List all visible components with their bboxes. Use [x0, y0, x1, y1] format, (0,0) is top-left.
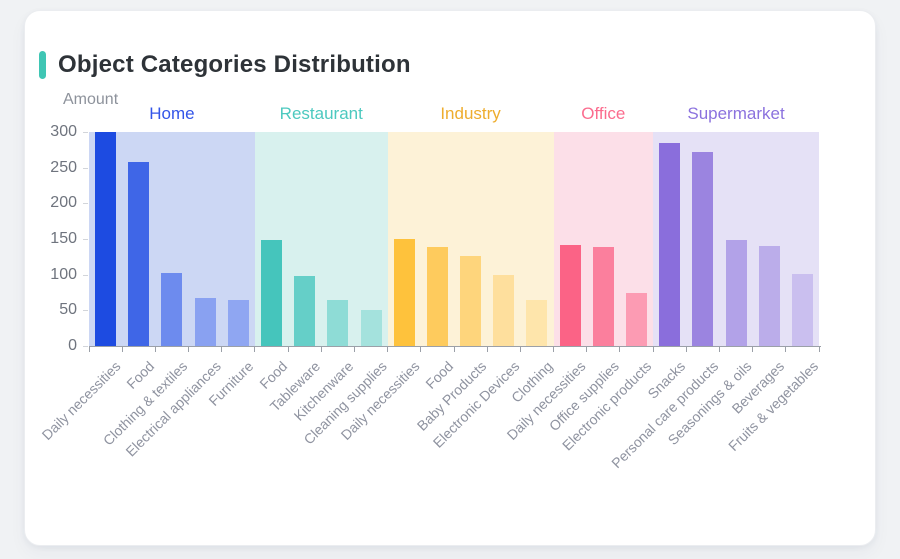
- group-label-home: Home: [149, 104, 195, 123]
- group-band-restaurant: [254, 132, 388, 346]
- x-axis-tick: [752, 346, 754, 352]
- group-band-supermarket: [653, 132, 819, 346]
- bar-chart-plot-area: 300 250 200 150 100 50 0 Daily necessities Food…: [39, 104, 821, 471]
- x-axis-tick: [320, 346, 322, 352]
- x-axis-tick: [287, 346, 289, 352]
- x-axis-tick: [685, 346, 687, 352]
- y-tick-label: 250: [50, 158, 77, 176]
- bar-kitchenware-restaurant: [327, 299, 349, 346]
- bar-beverages-supermarket: [758, 246, 780, 346]
- y-tick-label: 150: [50, 230, 77, 247]
- x-axis-tick: [818, 346, 820, 352]
- bar-tableware-restaurant: [294, 276, 316, 346]
- x-axis-tick: [420, 346, 422, 352]
- bar-daily-necessities-office: [559, 244, 581, 346]
- x-axis-tick: [718, 346, 720, 352]
- y-tick-label: 100: [50, 265, 77, 283]
- bar-clothing-industry: [526, 300, 548, 346]
- x-axis-tick: [652, 346, 654, 352]
- y-axis-tick: [83, 239, 88, 240]
- y-axis-tick: [83, 274, 88, 276]
- x-axis-tick: [785, 346, 787, 352]
- bar-daily-necessities-home: [95, 132, 117, 346]
- x-axis-tick: [387, 346, 389, 352]
- group-band-home: [89, 132, 255, 346]
- y-tick-label: 300: [50, 123, 77, 140]
- group-label-supermarket: Supermarket: [687, 104, 785, 123]
- group-band-office: [553, 132, 654, 346]
- x-axis-tick: [254, 346, 256, 352]
- bar-office-supplies-office: [592, 246, 614, 346]
- y-axis-tick: [83, 132, 88, 133]
- bar-food-restaurant: [260, 240, 282, 346]
- group-label-office: Office: [581, 104, 626, 123]
- x-axis-tick: [619, 346, 621, 352]
- x-axis-tick: [188, 346, 190, 352]
- y-tick-label: 0: [68, 337, 77, 354]
- x-axis-tick: [486, 346, 488, 352]
- chart-card: Object Categories Distribution Amount 30…: [24, 10, 876, 546]
- bar-snacks-supermarket: [659, 142, 681, 346]
- x-axis-tick: [88, 346, 90, 352]
- x-axis-tick: [553, 346, 555, 352]
- bar-electronic-devices-industry: [493, 275, 515, 346]
- bar-seasonings-oils-supermarket: [725, 240, 747, 346]
- y-tick-label: 50: [59, 301, 77, 319]
- x-axis-tick: [586, 346, 588, 352]
- y-axis-title: Amount: [63, 91, 119, 108]
- x-axis-tick: [353, 346, 355, 352]
- group-band-industry: [387, 132, 554, 346]
- bar-electrical-appliances-home: [194, 297, 216, 346]
- y-axis-tick: [83, 203, 88, 205]
- bar-electronic-products-office: [625, 292, 647, 346]
- x-axis-tick: [519, 346, 521, 352]
- y-axis-tick: [83, 310, 88, 312]
- x-axis-tick: [154, 346, 156, 352]
- group-label-restaurant: Restaurant: [279, 104, 363, 123]
- x-axis-line: [89, 346, 821, 347]
- bar-furniture-home: [227, 300, 249, 346]
- bar-personal-care-products-supermarket: [692, 151, 714, 346]
- x-axis-tick: [121, 346, 123, 352]
- x-axis-tick: [453, 346, 455, 352]
- group-label-industry: Industry: [440, 104, 501, 123]
- bar-food-industry: [426, 246, 448, 346]
- bar-food-home: [128, 161, 150, 346]
- bar-daily-necessities-industry: [393, 239, 415, 346]
- y-axis-tick: [83, 167, 88, 169]
- bar-fruits-vegetables-supermarket: [791, 273, 813, 346]
- title-accent-bar: [39, 51, 46, 79]
- chart-title: Object Categories Distribution: [58, 51, 411, 78]
- y-axis-tick-labels: 300 250 200 150 100 50 0: [17, 123, 77, 354]
- bar-cleaning-supplies-restaurant: [360, 309, 382, 346]
- bar-clothing-textiles-home: [161, 273, 183, 346]
- chart-header: Object Categories Distribution: [39, 51, 411, 79]
- y-tick-label: 200: [50, 194, 77, 212]
- x-axis-tick: [221, 346, 223, 352]
- bar-baby-products-industry: [460, 256, 482, 346]
- y-axis-tick: [83, 346, 88, 347]
